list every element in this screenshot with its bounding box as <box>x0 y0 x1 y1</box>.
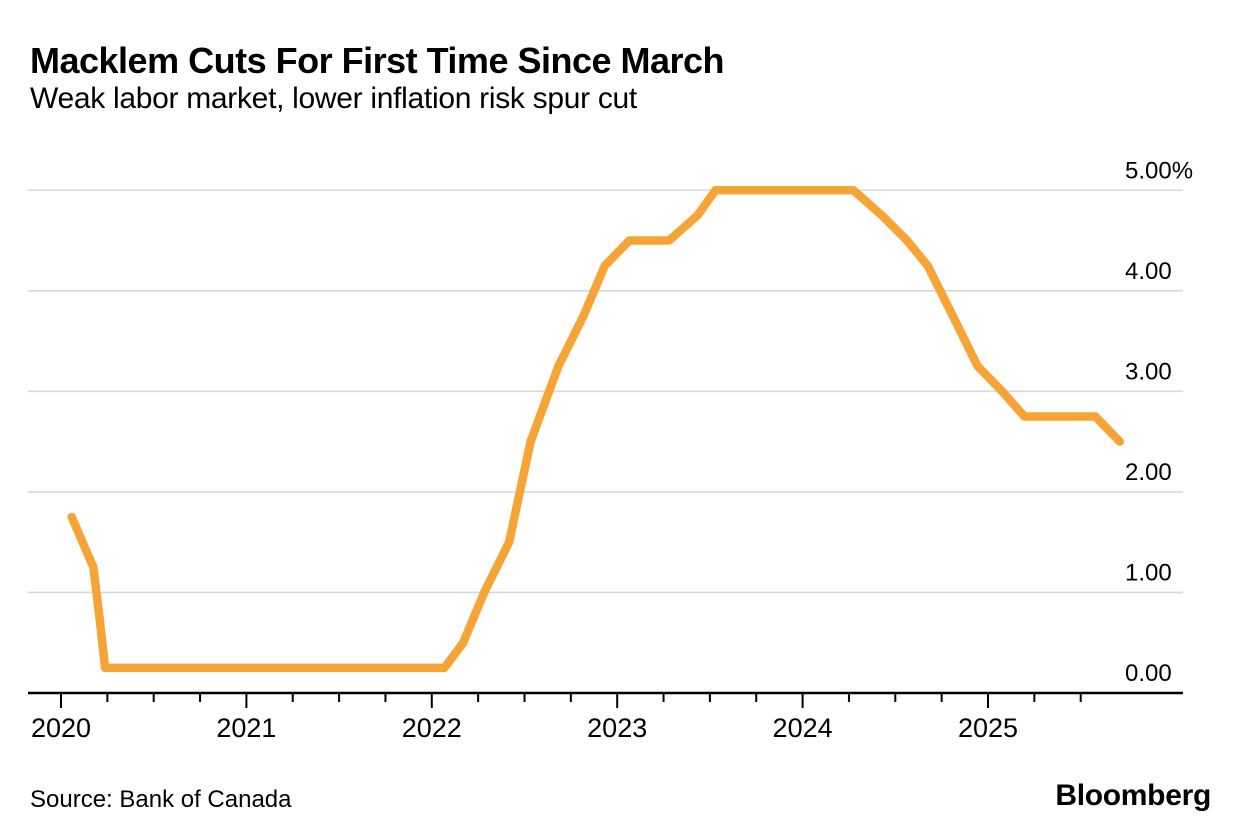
y-axis-label: 5.00% <box>1125 157 1193 184</box>
y-axis-label: 2.00 <box>1125 459 1172 486</box>
y-axis-label: 3.00 <box>1125 358 1172 385</box>
y-axis-label: 0.00 <box>1125 660 1172 687</box>
y-axis-label: 4.00 <box>1125 258 1172 285</box>
x-axis-label: 2021 <box>216 713 276 743</box>
bloomberg-logo: Bloomberg <box>1055 779 1211 812</box>
y-axis-label: 1.00 <box>1125 559 1172 586</box>
chart-title: Macklem Cuts For First Time Since March <box>30 40 725 81</box>
x-axis-label: 2024 <box>773 713 833 743</box>
x-axis-label: 2020 <box>31 713 91 743</box>
x-axis-label: 2025 <box>958 713 1018 743</box>
rate-line <box>67 186 1124 673</box>
x-axis-label: 2023 <box>587 713 647 743</box>
x-axis-label: 2022 <box>402 713 462 743</box>
chart-subtitle: Weak labor market, lower inflation risk … <box>30 82 637 115</box>
source-note: Source: Bank of Canada <box>30 786 292 813</box>
